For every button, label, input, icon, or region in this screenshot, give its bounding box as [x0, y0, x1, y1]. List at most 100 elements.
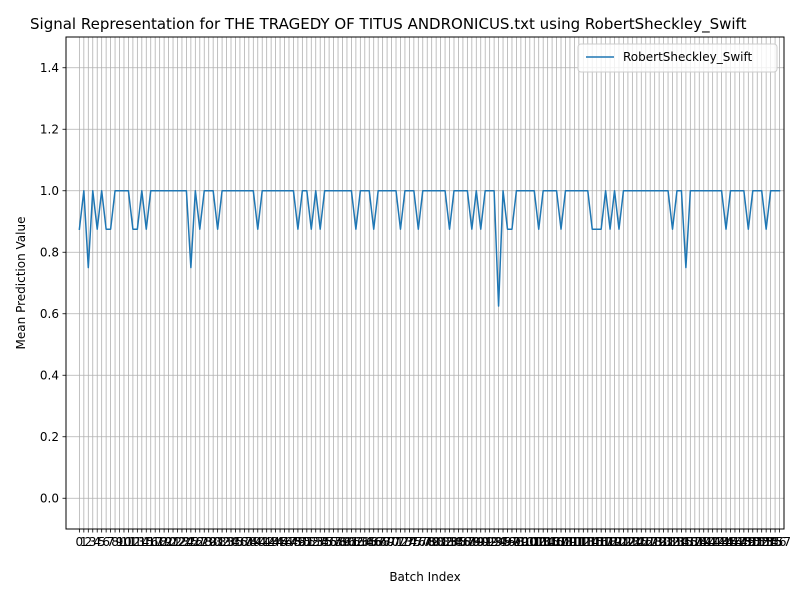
x-tick-label: 9: [116, 535, 124, 549]
x-tick-label: 82: [437, 535, 452, 549]
x-tick-label: 1: [80, 535, 88, 549]
y-tick-label: 0.4: [40, 368, 59, 382]
x-tick-label: 89: [469, 535, 484, 549]
x-tick-label: 44: [268, 535, 283, 549]
x-tick-label: 112: [567, 535, 590, 549]
x-tick-label: 24: [179, 535, 194, 549]
x-tick-label: 35: [228, 535, 243, 549]
x-tick-label: 43: [264, 535, 279, 549]
x-tick-label: 122: [612, 535, 635, 549]
x-tick-label: 57: [326, 535, 341, 549]
x-tick-label: 139: [688, 535, 711, 549]
series-layer: [78, 190, 781, 307]
x-tick-label: 117: [590, 535, 613, 549]
x-tick-label: 115: [581, 535, 604, 549]
x-tick-label: 80: [429, 535, 444, 549]
x-tick-label: 15: [139, 535, 154, 549]
x-tick-label: 45: [272, 535, 287, 549]
x-tick-label: 79: [424, 535, 439, 549]
x-tick-label: 93: [486, 535, 501, 549]
x-tick-label: 138: [683, 535, 706, 549]
x-tick-label: 88: [464, 535, 479, 549]
x-tick-label: 32: [214, 535, 229, 549]
x-tick-label: 62: [348, 535, 363, 549]
x-tick-label: 8: [111, 535, 119, 549]
x-tick-label: 71: [388, 535, 403, 549]
x-tick-label: 39: [246, 535, 261, 549]
x-tick-label: 48: [286, 535, 301, 549]
x-tick-label: 99: [513, 535, 528, 549]
x-tick-label: 77: [415, 535, 430, 549]
x-tick-label: 144: [710, 535, 733, 549]
chart-title: Signal Representation for THE TRAGEDY OF…: [30, 15, 747, 34]
x-tick-label: 153: [750, 535, 773, 549]
y-axis-label: Mean Prediction Value: [14, 217, 28, 350]
x-tick-label: 42: [259, 535, 274, 549]
x-tick-label: 26: [188, 535, 203, 549]
legend-box: [577, 43, 778, 73]
x-tick-label: 131: [652, 535, 675, 549]
x-tick-label: 19: [156, 535, 171, 549]
x-tick-label: 5: [98, 535, 106, 549]
x-tick-label: 38: [241, 535, 256, 549]
x-tick-label: 108: [550, 535, 573, 549]
x-tick-label: 0: [76, 535, 84, 549]
x-tick-label: 98: [509, 535, 524, 549]
x-tick-label: 152: [746, 535, 769, 549]
x-tick-label: 36: [232, 535, 247, 549]
x-tick-label: 75: [406, 535, 421, 549]
x-tick-label: 64: [357, 535, 372, 549]
x-tick-label: 142: [701, 535, 724, 549]
x-tick-label: 105: [536, 535, 559, 549]
x-tick-label: 18: [152, 535, 167, 549]
x-tick-label: 94: [491, 535, 506, 549]
x-tick-label: 124: [621, 535, 644, 549]
y-tick-label: 0.6: [40, 307, 59, 321]
x-tick-label: 74: [402, 535, 417, 549]
x-tick-label: 31: [210, 535, 225, 549]
x-tick-label: 126: [630, 535, 653, 549]
x-tick-label: 14: [134, 535, 149, 549]
x-tick-label: 125: [625, 535, 648, 549]
x-tick-label: 128: [639, 535, 662, 549]
x-tick-label: 41: [255, 535, 270, 549]
x-tick-label: 81: [433, 535, 448, 549]
series-line-robertsheckley-swift: [78, 190, 781, 307]
y-tick-label: 1.2: [40, 122, 59, 136]
x-tick-label: 54: [313, 535, 328, 549]
x-tick-label: 101: [518, 535, 541, 549]
x-tick-label: 69: [379, 535, 394, 549]
x-tick-label: 76: [411, 535, 426, 549]
x-tick-label: 143: [706, 535, 729, 549]
x-tick-label: 155: [759, 535, 782, 549]
x-tick-label: 70: [384, 535, 399, 549]
x-tick-label: 20: [161, 535, 176, 549]
y-tick-label: 1.4: [40, 61, 59, 75]
x-tick-label: 107: [545, 535, 568, 549]
x-tick-label: 127: [634, 535, 657, 549]
x-tick-label: 130: [648, 535, 671, 549]
x-tick-label: 33: [219, 535, 234, 549]
x-tick-label: 145: [715, 535, 738, 549]
x-tick-label: 37: [237, 535, 252, 549]
x-tick-label: 137: [679, 535, 702, 549]
x-tick-label: 58: [330, 535, 345, 549]
x-tick-label: 30: [206, 535, 221, 549]
x-tick-label: 123: [616, 535, 639, 549]
x-tick-label: 50: [295, 535, 310, 549]
x-tick-label: 25: [183, 535, 198, 549]
x-tick-label: 110: [558, 535, 581, 549]
x-tick-label: 91: [478, 535, 493, 549]
x-tick-label: 84: [446, 535, 461, 549]
x-tick-label: 49: [290, 535, 305, 549]
x-tick-label: 68: [375, 535, 390, 549]
legend: RobertSheckley_Swift: [577, 43, 778, 73]
x-tick-label: 90: [473, 535, 488, 549]
x-tick-label: 135: [670, 535, 693, 549]
x-tick-label: 133: [661, 535, 684, 549]
x-tick-label: 51: [299, 535, 314, 549]
x-tick-label: 7: [107, 535, 115, 549]
x-tick-label: 100: [514, 535, 537, 549]
x-tick-label: 29: [201, 535, 216, 549]
x-tick-label: 147: [723, 535, 746, 549]
